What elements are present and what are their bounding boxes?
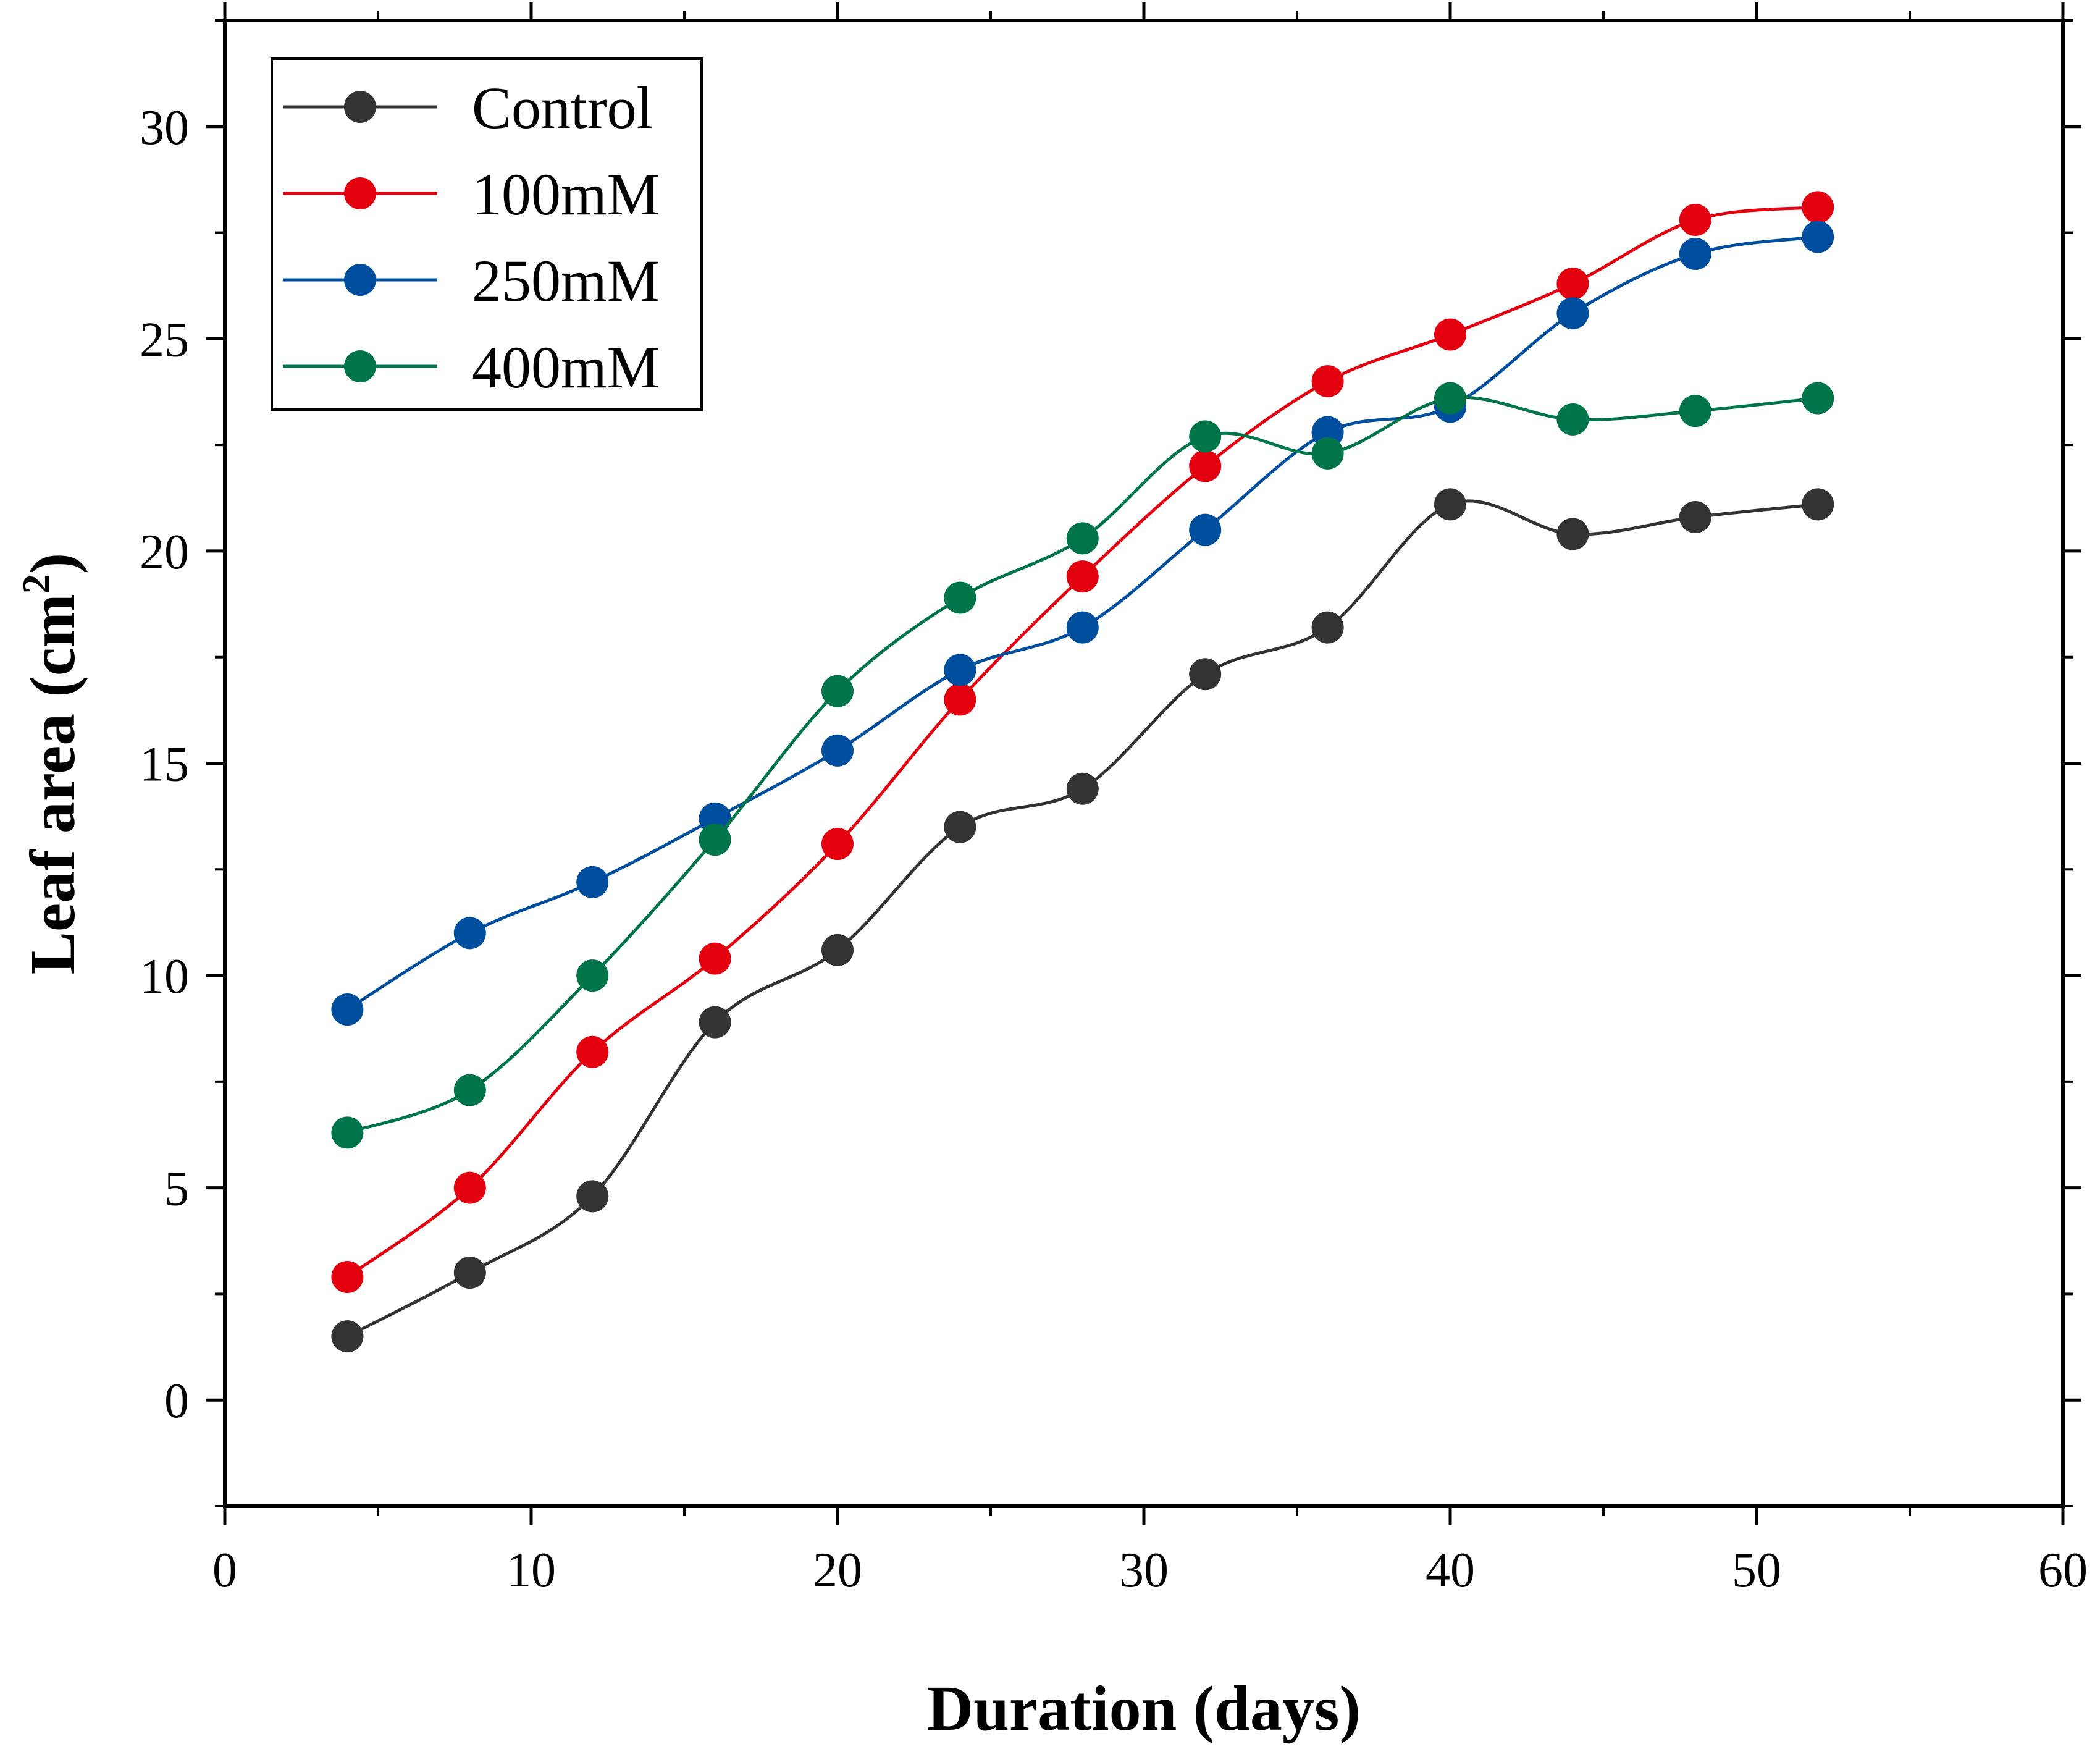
series-100mM (331, 191, 1834, 1293)
legend-entry: 400mM (283, 334, 660, 400)
legend-marker (344, 177, 376, 209)
data-point (331, 1320, 364, 1353)
ticks-layer: 0 10 20 30 40 50 60 0 5 10 15 20 25 30 (140, 2, 2088, 1598)
x-axis-title: Duration (days) (927, 1673, 1361, 1744)
data-point (453, 1074, 486, 1106)
y-axis-title-main: Leaf area (cm (17, 594, 88, 974)
x-tick-label: 20 (813, 1543, 862, 1598)
data-point (1066, 772, 1099, 805)
data-point (1189, 513, 1222, 546)
data-point (453, 1171, 486, 1204)
data-point (331, 1260, 364, 1293)
data-point (1556, 518, 1589, 550)
y-tick-label: 25 (140, 313, 189, 367)
data-point (1189, 658, 1222, 691)
x-tick-label: 40 (1426, 1543, 1475, 1598)
data-point (1311, 437, 1344, 470)
legend-entry: 100mM (283, 161, 660, 227)
series-Control (331, 488, 1834, 1353)
data-point (821, 675, 854, 707)
data-point (944, 581, 976, 614)
y-tick-label: 0 (164, 1374, 189, 1428)
data-point (1679, 500, 1712, 533)
data-point (576, 1180, 609, 1213)
x-tick-label: 0 (212, 1543, 237, 1598)
data-point (1311, 611, 1344, 644)
data-point (1434, 488, 1466, 521)
data-point (944, 654, 976, 686)
data-point (1434, 318, 1466, 351)
data-point (453, 917, 486, 950)
legend-label: 100mM (472, 161, 660, 227)
data-point (821, 734, 854, 767)
data-point (1679, 203, 1712, 236)
legend: Control 100mM 250mM 400mM (271, 57, 703, 411)
data-point (331, 1116, 364, 1149)
data-point (1066, 560, 1099, 593)
y-tick-label: 15 (140, 738, 189, 792)
y-axis-title-end: ) (17, 553, 88, 575)
data-point (576, 1035, 609, 1068)
legend-entry: Control (283, 75, 653, 141)
data-point (1556, 268, 1589, 300)
data-point (944, 683, 976, 716)
data-point (821, 933, 854, 966)
legend-marker (344, 350, 376, 382)
data-point (1679, 237, 1712, 270)
data-point (576, 959, 609, 992)
y-tick-label: 10 (140, 950, 189, 1004)
data-point (576, 866, 609, 898)
legend-marker (344, 91, 376, 123)
data-point (699, 942, 731, 975)
data-point (1066, 611, 1099, 644)
y-tick-label: 5 (164, 1162, 189, 1216)
legend-label: 250mM (472, 248, 660, 314)
data-point (1311, 365, 1344, 398)
legend-box (271, 57, 703, 411)
y-axis-title: Leaf area (cm2) (14, 553, 88, 975)
y-tick-label: 30 (140, 101, 189, 155)
data-point (1556, 297, 1589, 330)
data-point (1556, 403, 1589, 436)
x-tick-label: 30 (1119, 1543, 1169, 1598)
data-point (1802, 221, 1834, 253)
data-point (1189, 420, 1222, 453)
legend-marker (344, 264, 376, 296)
data-point (1802, 191, 1834, 224)
series-layer (331, 191, 1834, 1353)
data-point (1189, 450, 1222, 482)
x-tick-label: 60 (2038, 1543, 2088, 1598)
data-point (1802, 488, 1834, 521)
data-point (944, 811, 976, 843)
data-point (699, 1006, 731, 1039)
data-point (821, 828, 854, 861)
data-point (331, 993, 364, 1026)
legend-label: 400mM (472, 334, 660, 400)
series-400mM (331, 382, 1834, 1149)
data-point (1066, 522, 1099, 555)
x-tick-label: 50 (1732, 1543, 1781, 1598)
data-point (1679, 395, 1712, 428)
data-point (1802, 382, 1834, 415)
y-tick-label: 20 (140, 525, 189, 579)
data-point (699, 824, 731, 856)
x-tick-label: 10 (506, 1543, 556, 1598)
legend-entry: 250mM (283, 248, 660, 314)
data-point (1434, 382, 1466, 415)
data-point (453, 1257, 486, 1289)
y-axis-title-sup: 2 (14, 574, 58, 594)
legend-label: Control (472, 75, 653, 141)
